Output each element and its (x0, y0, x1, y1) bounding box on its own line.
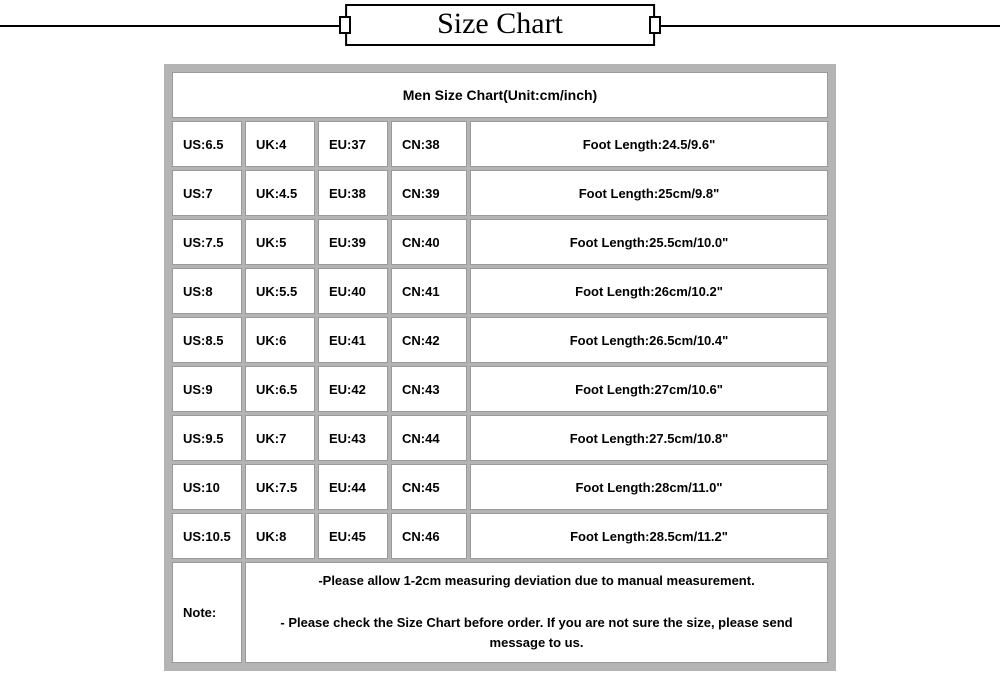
cell-uk: UK:7.5 (245, 464, 315, 510)
cell-foot: Foot Length:26cm/10.2" (470, 268, 828, 314)
cell-uk: UK:7 (245, 415, 315, 461)
cell-eu: EU:42 (318, 366, 388, 412)
note-line-1: -Please allow 1-2cm measuring deviation … (270, 571, 803, 592)
banner-title: Size Chart (437, 7, 563, 41)
table-row: US:8UK:5.5EU:40CN:41Foot Length:26cm/10.… (172, 268, 828, 314)
table-row: US:9.5UK:7EU:43CN:44Foot Length:27.5cm/1… (172, 415, 828, 461)
cell-us: US:7.5 (172, 219, 242, 265)
cell-uk: UK:6 (245, 317, 315, 363)
table-row: US:10.5UK:8EU:45CN:46Foot Length:28.5cm/… (172, 513, 828, 559)
banner-title-box: Size Chart (345, 4, 655, 46)
banner-handle-left (339, 16, 351, 34)
cell-us: US:10 (172, 464, 242, 510)
cell-uk: UK:4 (245, 121, 315, 167)
table-row: US:9UK:6.5EU:42CN:43Foot Length:27cm/10.… (172, 366, 828, 412)
cell-eu: EU:39 (318, 219, 388, 265)
cell-foot: Foot Length:27.5cm/10.8" (470, 415, 828, 461)
cell-cn: CN:43 (391, 366, 467, 412)
cell-cn: CN:44 (391, 415, 467, 461)
cell-us: US:10.5 (172, 513, 242, 559)
cell-us: US:8.5 (172, 317, 242, 363)
table-header: Men Size Chart(Unit:cm/inch) (172, 72, 828, 118)
cell-us: US:8 (172, 268, 242, 314)
cell-eu: EU:40 (318, 268, 388, 314)
cell-eu: EU:38 (318, 170, 388, 216)
cell-us: US:9 (172, 366, 242, 412)
cell-us: US:6.5 (172, 121, 242, 167)
cell-uk: UK:5.5 (245, 268, 315, 314)
table-note-row: Note: -Please allow 1-2cm measuring devi… (172, 562, 828, 663)
cell-foot: Foot Length:25cm/9.8" (470, 170, 828, 216)
note-text-cell: -Please allow 1-2cm measuring deviation … (245, 562, 828, 663)
cell-uk: UK:4.5 (245, 170, 315, 216)
cell-eu: EU:45 (318, 513, 388, 559)
cell-cn: CN:38 (391, 121, 467, 167)
table-row: US:7UK:4.5EU:38CN:39Foot Length:25cm/9.8… (172, 170, 828, 216)
table-row: US:6.5UK:4EU:37CN:38Foot Length:24.5/9.6… (172, 121, 828, 167)
table-header-row: Men Size Chart(Unit:cm/inch) (172, 72, 828, 118)
note-label-cell: Note: (172, 562, 242, 663)
cell-us: US:7 (172, 170, 242, 216)
cell-cn: CN:41 (391, 268, 467, 314)
size-chart-table: Men Size Chart(Unit:cm/inch) US:6.5UK:4E… (169, 69, 831, 666)
cell-foot: Foot Length:25.5cm/10.0" (470, 219, 828, 265)
table-row: US:8.5UK:6EU:41CN:42Foot Length:26.5cm/1… (172, 317, 828, 363)
banner: Size Chart (0, 4, 1000, 46)
cell-foot: Foot Length:28cm/11.0" (470, 464, 828, 510)
cell-foot: Foot Length:24.5/9.6" (470, 121, 828, 167)
cell-cn: CN:42 (391, 317, 467, 363)
cell-eu: EU:41 (318, 317, 388, 363)
size-chart-table-wrap: Men Size Chart(Unit:cm/inch) US:6.5UK:4E… (164, 64, 836, 671)
cell-foot: Foot Length:27cm/10.6" (470, 366, 828, 412)
cell-foot: Foot Length:26.5cm/10.4" (470, 317, 828, 363)
cell-cn: CN:39 (391, 170, 467, 216)
cell-uk: UK:8 (245, 513, 315, 559)
note-line-2: - Please check the Size Chart before ord… (270, 613, 803, 655)
cell-uk: UK:5 (245, 219, 315, 265)
cell-us: US:9.5 (172, 415, 242, 461)
table-row: US:7.5UK:5EU:39CN:40Foot Length:25.5cm/1… (172, 219, 828, 265)
cell-foot: Foot Length:28.5cm/11.2" (470, 513, 828, 559)
cell-eu: EU:44 (318, 464, 388, 510)
table-row: US:10UK:7.5EU:44CN:45Foot Length:28cm/11… (172, 464, 828, 510)
cell-cn: CN:46 (391, 513, 467, 559)
cell-eu: EU:37 (318, 121, 388, 167)
cell-cn: CN:45 (391, 464, 467, 510)
cell-eu: EU:43 (318, 415, 388, 461)
cell-cn: CN:40 (391, 219, 467, 265)
banner-handle-right (649, 16, 661, 34)
cell-uk: UK:6.5 (245, 366, 315, 412)
